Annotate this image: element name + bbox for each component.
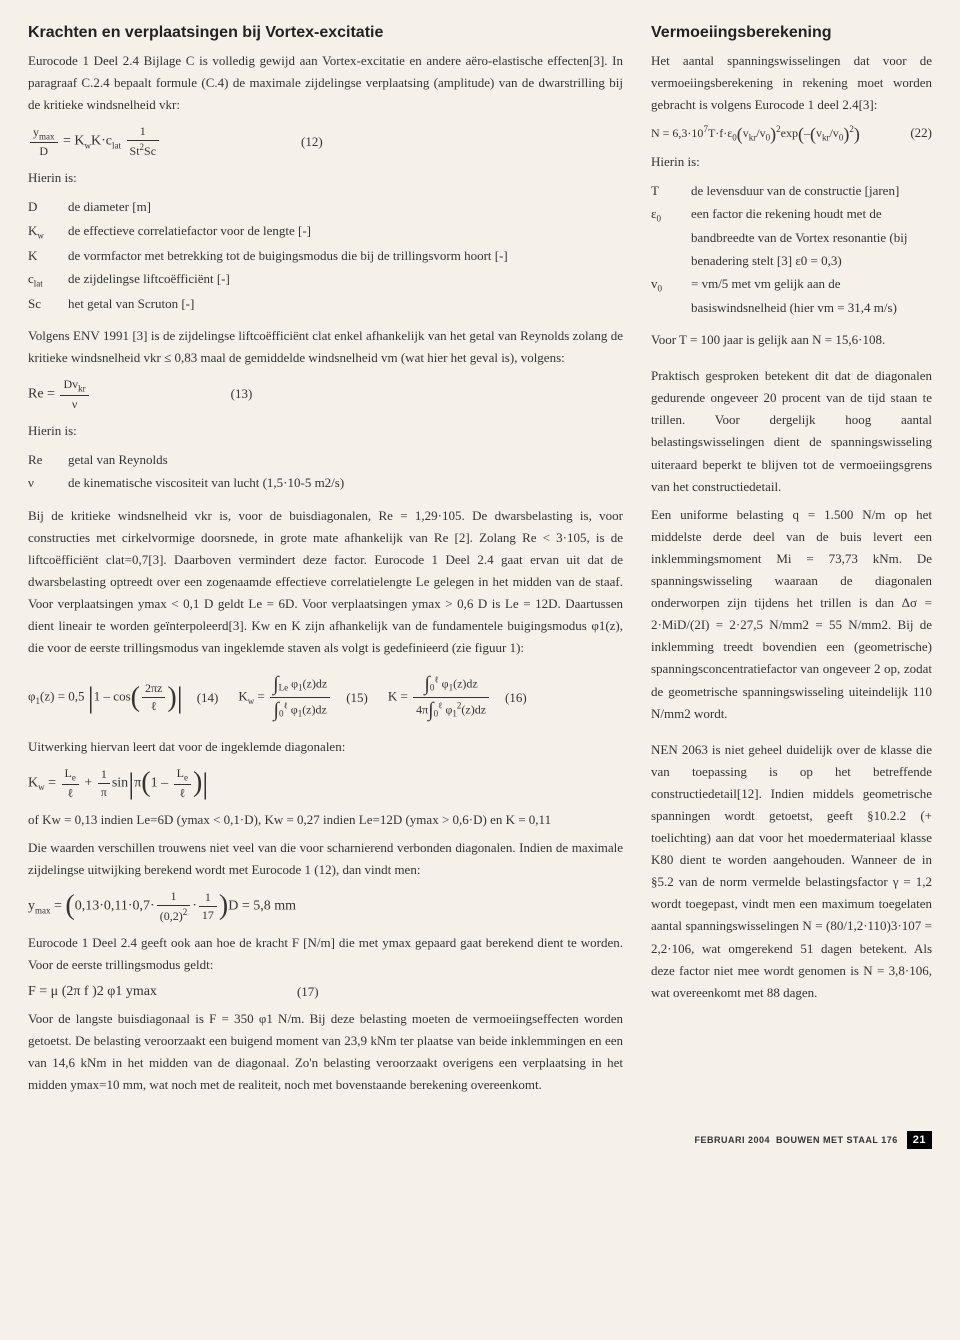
left-p6: Die waarden verschillen trouwens niet ve… xyxy=(28,837,623,881)
left-p7: Eurocode 1 Deel 2.4 geeft ook aan hoe de… xyxy=(28,932,623,976)
right-p1: Het aantal spanningswisselingen dat voor… xyxy=(651,50,932,116)
eqnum-17: (17) xyxy=(297,984,319,1000)
equation-kw: Kw = Leℓ + 1πsin|π(1 – Leℓ)| xyxy=(28,766,623,800)
left-p5: of Kw = 0,13 indien Le=6D (ymax < 0,1·D)… xyxy=(28,809,623,831)
left-p4: Uitwerking hiervan leert dat voor de ing… xyxy=(28,736,623,758)
equation-12: ymaxD = KwK·clat 1St2Sc (12) xyxy=(28,124,623,159)
eqnum-22: (22) xyxy=(910,125,932,141)
equation-ymax: ymax = (0,13·0,11·0,7·1(0,2)2·117)D = 5,… xyxy=(28,889,623,924)
left-p2: Volgens ENV 1991 [3] is de zijdelingse l… xyxy=(28,325,623,369)
page-number: 21 xyxy=(907,1131,932,1149)
left-p8: Voor de langste buisdiagonaal is F = 350… xyxy=(28,1008,623,1096)
page-footer: FEBRUARI 2004 BOUWEN MET STAAL 176 21 xyxy=(0,1123,960,1163)
eqnum-16: (16) xyxy=(505,690,527,706)
deflist-1: Dde diameter [m] Kwde effectieve correla… xyxy=(28,195,623,315)
page: Krachten en verplaatsingen bij Vortex-ex… xyxy=(0,0,960,1123)
deflist-right: Tde levensduur van de constructie [jaren… xyxy=(651,179,932,319)
eqnum-13: (13) xyxy=(231,386,253,402)
eqnum-15: (15) xyxy=(346,690,368,706)
hierin-1: Hierin is: xyxy=(28,167,623,189)
right-p3: Praktisch gesproken betekent dit dat de … xyxy=(651,365,932,498)
deflist-2: Regetal van Reynolds νde kinematische vi… xyxy=(28,448,623,495)
equation-17: F = μ (2π f )2 φ1 ymax (17) xyxy=(28,984,623,1000)
left-p1: Eurocode 1 Deel 2.4 Bijlage C is volledi… xyxy=(28,50,623,116)
footer-journal: BOUWEN MET STAAL 176 xyxy=(776,1135,898,1145)
right-p5: NEN 2063 is niet geheel duidelijk over d… xyxy=(651,739,932,1004)
hierin-r: Hierin is: xyxy=(651,151,932,173)
left-column: Krachten en verplaatsingen bij Vortex-ex… xyxy=(28,24,623,1103)
right-column: Vermoeiingsberekening Het aantal spannin… xyxy=(651,24,932,1103)
right-p4: Een uniforme belasting q = 1.500 N/m op … xyxy=(651,504,932,725)
right-heading: Vermoeiingsberekening xyxy=(651,24,932,42)
hierin-2: Hierin is: xyxy=(28,420,623,442)
left-heading: Krachten en verplaatsingen bij Vortex-ex… xyxy=(28,24,623,42)
eqnum-12: (12) xyxy=(301,134,323,150)
eqnum-14: (14) xyxy=(197,690,219,706)
equation-13: Re = Dvkrν (13) xyxy=(28,377,623,411)
left-p3: Bij de kritieke windsnelheid vkr is, voo… xyxy=(28,505,623,660)
equation-22: N = 6,3·107T·f·ε0(vkr/v0)2exp(–(vkr/v0)2… xyxy=(651,124,932,142)
right-p2: Voor T = 100 jaar is gelijk aan N = 15,6… xyxy=(651,329,932,351)
footer-date: FEBRUARI 2004 xyxy=(695,1135,771,1145)
equations-14-15-16: φ1(z) = 0,5 |1 – cos(2πzℓ)| (14) Kw = ∫L… xyxy=(28,673,623,722)
